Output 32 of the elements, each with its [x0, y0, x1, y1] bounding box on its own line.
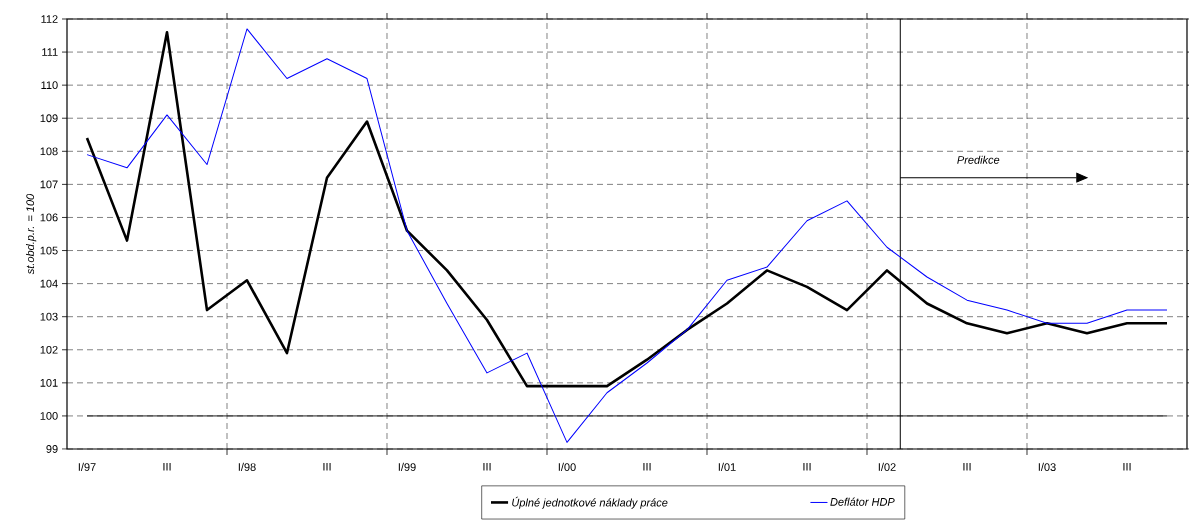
y-tick-label: 105 — [40, 246, 58, 255]
x-tick-label: I/02 — [878, 462, 896, 471]
y-tick-label: 99 — [46, 445, 58, 453]
y-tick-label: 106 — [40, 213, 58, 222]
y-tick-label: 107 — [40, 180, 58, 189]
legend-label: Úplné jednotkové náklady práce — [512, 496, 668, 509]
y-tick-label: 100 — [40, 412, 58, 420]
x-tick-label: I/01 — [718, 462, 736, 471]
x-tick-label: III — [1123, 462, 1131, 471]
x-tick-label: III — [803, 462, 811, 471]
y-tick-label: 104 — [40, 279, 58, 288]
x-tick-label: III — [963, 462, 971, 471]
x-tick-label: I/03 — [1038, 462, 1056, 471]
y-tick-label: 112 — [41, 15, 58, 23]
x-tick-label: III — [483, 462, 491, 471]
legend-label: Deflátor HDP — [830, 497, 895, 506]
x-tick-label: I/97 — [78, 462, 96, 471]
y-tick-label: 110 — [41, 81, 58, 90]
y-tick-label: 109 — [40, 114, 58, 123]
x-tick-label: I/98 — [238, 462, 256, 471]
x-tick-label: III — [323, 462, 331, 471]
x-tick-label: I/99 — [398, 462, 416, 471]
y-tick-label: 101 — [40, 378, 58, 387]
y-tick-label: 111 — [42, 48, 58, 56]
annotation: Predikce — [957, 155, 1000, 164]
y-tick-label: 108 — [40, 147, 58, 156]
x-tick-label: III — [643, 462, 651, 471]
y-axis-title: st.obd.p.r. = 100 — [26, 193, 37, 275]
x-tick-label: I/00 — [558, 462, 576, 471]
x-tick-label: III — [163, 462, 171, 471]
y-tick-label: 102 — [40, 345, 58, 354]
y-tick-label: 103 — [40, 312, 58, 321]
